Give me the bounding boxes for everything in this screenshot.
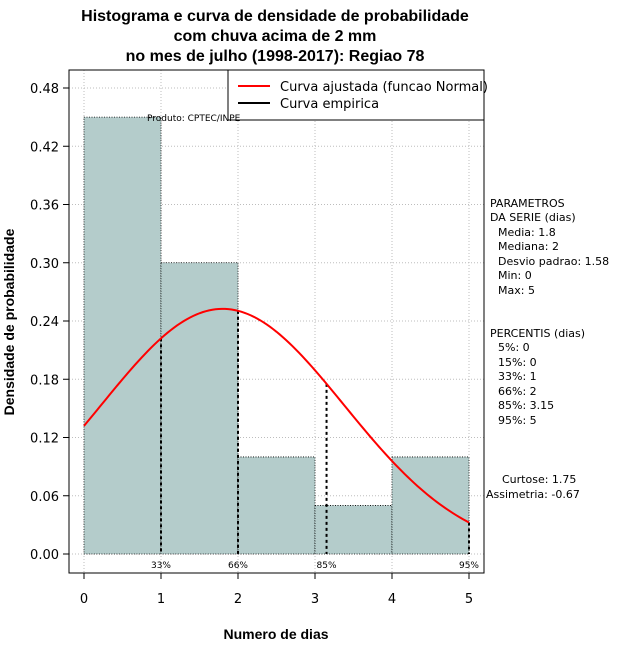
histogram-bar: [314, 505, 393, 555]
series-parameters-panel: PARAMETROS DA SERIE (dias) Media: 1.8 Me…: [490, 197, 609, 297]
percentis-title: PERCENTIS (dias): [490, 327, 585, 340]
y-tick-label: 0.12: [30, 432, 59, 447]
y-tick-label: 0.42: [30, 140, 59, 155]
y-tick-label: 0.36: [30, 199, 59, 214]
legend: Curva ajustada (funcao Normal) Curva emp…: [227, 69, 488, 121]
percentile-label: 95%: [459, 561, 479, 571]
percentiles-panel: PERCENTIS (dias) 5%: 0 15%: 0 33%: 1 66%…: [490, 327, 585, 427]
histogram-bar: [83, 116, 162, 555]
legend-label-empirical-curve: Curva empirica: [280, 97, 379, 112]
x-tick-label: 0: [80, 592, 88, 607]
x-tick-label: 1: [157, 592, 165, 607]
y-tick-label: 0.24: [30, 315, 59, 330]
legend-label-fitted-curve: Curva ajustada (funcao Normal): [280, 80, 488, 95]
fitted-normal-curve: [83, 307, 470, 524]
param-min: Min: 0: [498, 269, 532, 282]
percentile-label: 33%: [151, 561, 171, 571]
percentile-label: 85%: [317, 561, 337, 571]
x-tick-label: 2: [234, 592, 242, 607]
percentile-lines: 33% 66% 85% 95%: [151, 310, 479, 571]
percentile-label: 66%: [228, 561, 248, 571]
legend-box: [227, 69, 485, 121]
chart-title-line-1: Histograma e curva de densidade de proba…: [81, 8, 469, 25]
params-title-line-1: PARAMETROS: [490, 197, 565, 210]
param-media: Media: 1.8: [498, 226, 556, 239]
y-axis-label: Densidade de probabilidade: [1, 228, 17, 415]
params-title-line-2: DA SERIE (dias): [490, 211, 576, 224]
histogram-bar: [391, 456, 470, 555]
source-annotation: Produto: CPTEC/INPE: [147, 114, 241, 124]
percentil-95: 95%: 5: [498, 414, 537, 427]
x-tick-label: 5: [465, 592, 473, 607]
param-max: Max: 5: [498, 284, 535, 297]
histogram-bars: [83, 116, 470, 555]
y-tick-label: 0.30: [30, 257, 59, 272]
y-tick-label: 0.06: [30, 490, 59, 505]
chart-title-line-2: com chuva acima de 2 mm: [174, 28, 377, 45]
y-tick-label: 0.18: [30, 373, 59, 388]
x-tick-label: 4: [388, 592, 396, 607]
y-tick-label: 0.00: [30, 548, 59, 563]
axes: 0.00 0.06 0.12 0.18 0.24 0.30 0.36 0.42 0.48 0 1 2 3…: [30, 82, 473, 607]
percentil-33: 33%: 1: [498, 370, 537, 383]
histogram-bar: [160, 262, 239, 555]
percentil-5: 5%: 0: [498, 341, 530, 354]
param-mediana: Mediana: 2: [498, 240, 559, 253]
x-tick-label: 3: [311, 592, 319, 607]
normal-curve: [83, 307, 470, 524]
curtose-value: Curtose: 1.75: [502, 473, 576, 486]
param-desvio-padrao: Desvio padrao: 1.58: [498, 255, 609, 268]
shape-stats-panel: Curtose: 1.75 Assimetria: -0.67: [486, 473, 580, 501]
x-axis-label: Numero de dias: [223, 626, 328, 642]
percentil-85: 85%: 3.15: [498, 399, 554, 412]
assimetria-value: Assimetria: -0.67: [486, 488, 580, 501]
percentil-66: 66%: 2: [498, 385, 537, 398]
chart-title-line-3: no mes de julho (1998-2017): Regiao 78: [126, 48, 425, 65]
histogram-bar: [237, 456, 316, 555]
y-tick-label: 0.48: [30, 82, 59, 97]
percentil-15: 15%: 0: [498, 356, 537, 369]
